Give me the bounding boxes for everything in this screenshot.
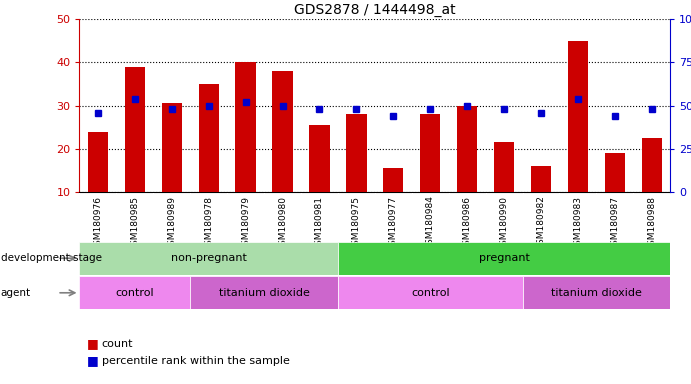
Text: agent: agent [1,288,31,298]
Bar [272,71,293,192]
Title: GDS2878 / 1444498_at: GDS2878 / 1444498_at [294,3,455,17]
Bar [310,125,330,192]
Bar [236,62,256,192]
Text: GSM180978: GSM180978 [205,195,214,250]
Bar [568,41,588,192]
Text: percentile rank within the sample: percentile rank within the sample [102,356,290,366]
Bar [420,114,440,192]
Text: GSM180990: GSM180990 [500,195,509,250]
Bar [531,166,551,192]
Text: GSM180989: GSM180989 [167,195,176,250]
Text: GSM180975: GSM180975 [352,195,361,250]
Bar [605,153,625,192]
Bar [198,84,219,192]
Bar [494,142,514,192]
Bar [384,168,404,192]
Text: GSM180987: GSM180987 [610,195,619,250]
Text: GSM180981: GSM180981 [315,195,324,250]
Text: GSM180980: GSM180980 [278,195,287,250]
Text: control: control [411,288,450,298]
Bar [79,276,190,309]
Text: pregnant: pregnant [479,253,529,263]
Text: GSM180988: GSM180988 [647,195,656,250]
Bar [338,242,670,275]
Text: titanium dioxide: titanium dioxide [551,288,642,298]
Bar [124,67,145,192]
Text: GSM180983: GSM180983 [574,195,583,250]
Bar [346,114,366,192]
Text: GSM180985: GSM180985 [131,195,140,250]
Text: GSM180986: GSM180986 [463,195,472,250]
Text: GSM180982: GSM180982 [536,195,545,250]
Text: development stage: development stage [1,253,102,263]
Bar [88,131,108,192]
Bar [190,276,338,309]
Text: GSM180984: GSM180984 [426,195,435,250]
Bar [457,106,477,192]
Bar [642,138,662,192]
Text: non-pregnant: non-pregnant [171,253,247,263]
Text: ■: ■ [86,337,98,350]
Text: control: control [115,288,154,298]
Text: ■: ■ [86,354,98,367]
Text: GSM180977: GSM180977 [389,195,398,250]
Bar [522,276,670,309]
Text: count: count [102,339,133,349]
Bar [79,242,338,275]
Text: GSM180976: GSM180976 [93,195,102,250]
Bar [338,276,522,309]
Bar [162,103,182,192]
Text: titanium dioxide: titanium dioxide [218,288,310,298]
Text: GSM180979: GSM180979 [241,195,250,250]
